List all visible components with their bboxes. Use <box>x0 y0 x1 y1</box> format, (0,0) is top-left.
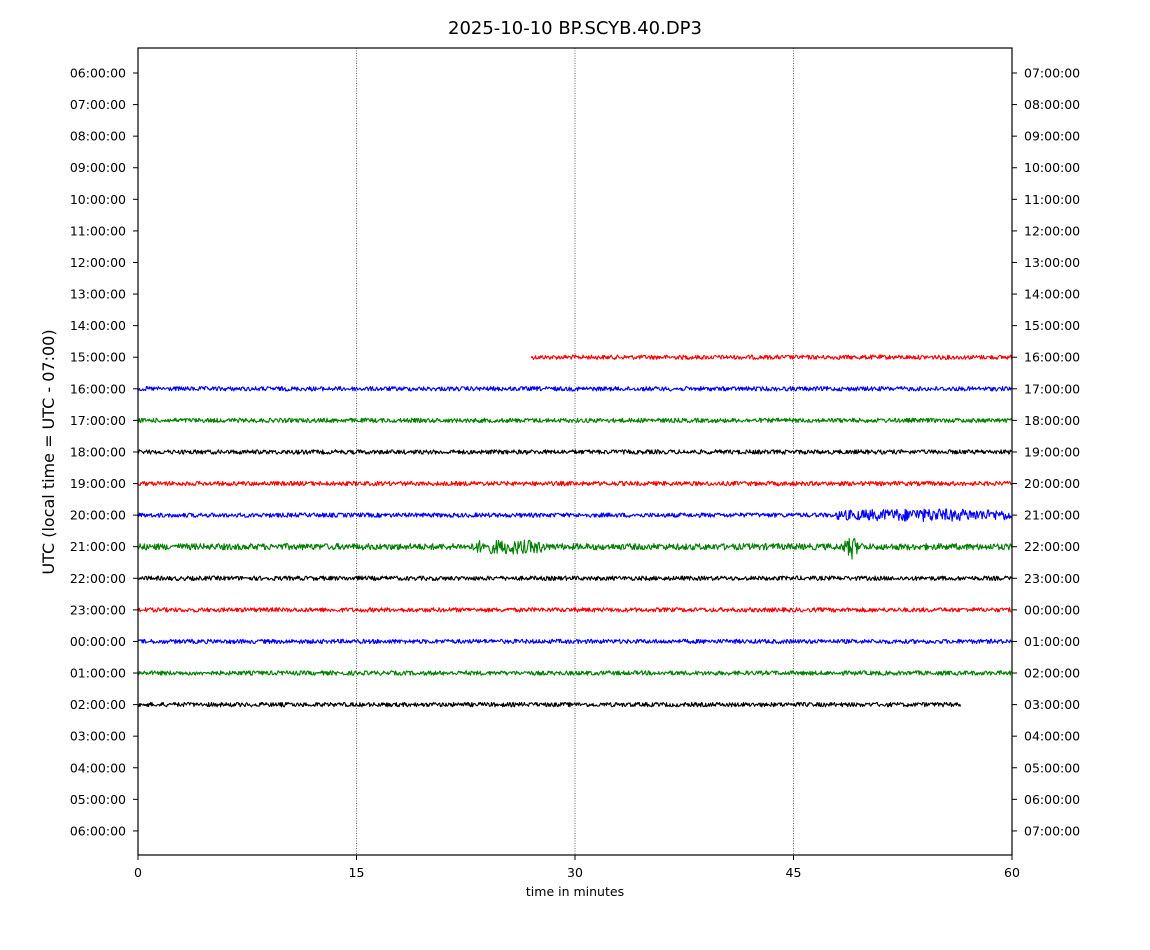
trace-15-00-00 <box>530 354 1013 360</box>
y-tick-label-right: 22:00:00 <box>1024 539 1080 554</box>
y-tick-label-right: 07:00:00 <box>1024 66 1080 81</box>
tick-group: 0 15 30 45 60 06:00:00 07:00:00 08:00:00 09:00:0… <box>70 66 1080 881</box>
trace-21-00-00 <box>137 537 1013 560</box>
y-tick-label-left: 18:00:00 <box>70 444 126 459</box>
y-tick-label-left: 05:00:00 <box>70 792 126 807</box>
trace-00-00-00 <box>137 638 1013 645</box>
x-tick-label: 30 <box>567 865 583 880</box>
y-tick-label-left: 19:00:00 <box>70 476 126 491</box>
trace-22-00-00 <box>137 575 1013 582</box>
x-axis-label: time in minutes <box>526 884 624 899</box>
chart-title: 2025-10-10 BP.SCYB.40.DP3 <box>448 18 702 39</box>
y-tick-label-left: 15:00:00 <box>70 350 126 365</box>
y-tick-label-left: 00:00:00 <box>70 634 126 649</box>
x-tick-label: 0 <box>134 865 142 880</box>
y-tick-label-left: 14:00:00 <box>70 318 126 333</box>
y-tick-label-right: 03:00:00 <box>1024 697 1080 712</box>
y-tick-label-left: 23:00:00 <box>70 602 126 617</box>
y-tick-label-right: 00:00:00 <box>1024 602 1080 617</box>
trace-23-00-00 <box>137 607 1012 613</box>
y-tick-label-left: 10:00:00 <box>70 192 126 207</box>
trace-01-00-00 <box>137 670 1012 676</box>
y-tick-label-left: 13:00:00 <box>70 287 126 302</box>
y-tick-label-left: 16:00:00 <box>70 381 126 396</box>
y-tick-label-right: 10:00:00 <box>1024 160 1080 175</box>
trace-20-00-00 <box>137 508 1013 523</box>
y-tick-label-right: 02:00:00 <box>1024 666 1080 681</box>
y-tick-label-right: 20:00:00 <box>1024 476 1080 491</box>
y-tick-label-right: 16:00:00 <box>1024 350 1080 365</box>
y-tick-label-right: 17:00:00 <box>1024 381 1080 396</box>
y-tick-label-right: 11:00:00 <box>1024 192 1080 207</box>
y-tick-label-left: 04:00:00 <box>70 760 126 775</box>
y-tick-label-left: 12:00:00 <box>70 255 126 270</box>
y-tick-label-right: 09:00:00 <box>1024 129 1080 144</box>
y-tick-label-left: 08:00:00 <box>70 129 126 144</box>
trace-19-00-00 <box>137 480 1013 487</box>
x-tick-label: 45 <box>786 865 802 880</box>
x-tick-label: 60 <box>1004 865 1020 880</box>
trace-18-00-00 <box>137 449 1013 455</box>
y-tick-label-left: 09:00:00 <box>70 160 126 175</box>
y-tick-label-left: 20:00:00 <box>70 508 126 523</box>
y-axis-label: UTC (local time = UTC - 07:00) <box>39 329 58 574</box>
y-tick-label-left: 06:00:00 <box>70 66 126 81</box>
y-tick-label-right: 06:00:00 <box>1024 792 1080 807</box>
y-tick-label-right: 05:00:00 <box>1024 760 1080 775</box>
trace-02-00-00 <box>137 701 962 708</box>
y-tick-label-left: 06:00:00 <box>70 823 126 838</box>
y-tick-label-right: 23:00:00 <box>1024 571 1080 586</box>
y-tick-label-right: 07:00:00 <box>1024 823 1080 838</box>
y-tick-label-left: 02:00:00 <box>70 697 126 712</box>
y-tick-label-right: 14:00:00 <box>1024 287 1080 302</box>
y-tick-label-right: 15:00:00 <box>1024 318 1080 333</box>
y-tick-label-left: 22:00:00 <box>70 571 126 586</box>
trace-group <box>137 354 1013 708</box>
y-tick-label-right: 21:00:00 <box>1024 508 1080 523</box>
y-tick-label-left: 21:00:00 <box>70 539 126 554</box>
y-tick-label-left: 01:00:00 <box>70 666 126 681</box>
y-tick-label-left: 07:00:00 <box>70 97 126 112</box>
y-tick-label-left: 17:00:00 <box>70 413 126 428</box>
y-tick-label-left: 11:00:00 <box>70 223 126 238</box>
y-tick-label-right: 04:00:00 <box>1024 729 1080 744</box>
y-tick-label-left: 03:00:00 <box>70 729 126 744</box>
y-tick-label-right: 18:00:00 <box>1024 413 1080 428</box>
trace-17-00-00 <box>137 417 1013 424</box>
y-tick-label-right: 19:00:00 <box>1024 444 1080 459</box>
trace-16-00-00 <box>137 386 1013 392</box>
y-tick-label-right: 13:00:00 <box>1024 255 1080 270</box>
y-tick-label-right: 12:00:00 <box>1024 223 1080 238</box>
y-tick-label-right: 08:00:00 <box>1024 97 1080 112</box>
plot-frame <box>137 47 1013 856</box>
x-tick-label: 15 <box>349 865 365 880</box>
y-tick-label-right: 01:00:00 <box>1024 634 1080 649</box>
